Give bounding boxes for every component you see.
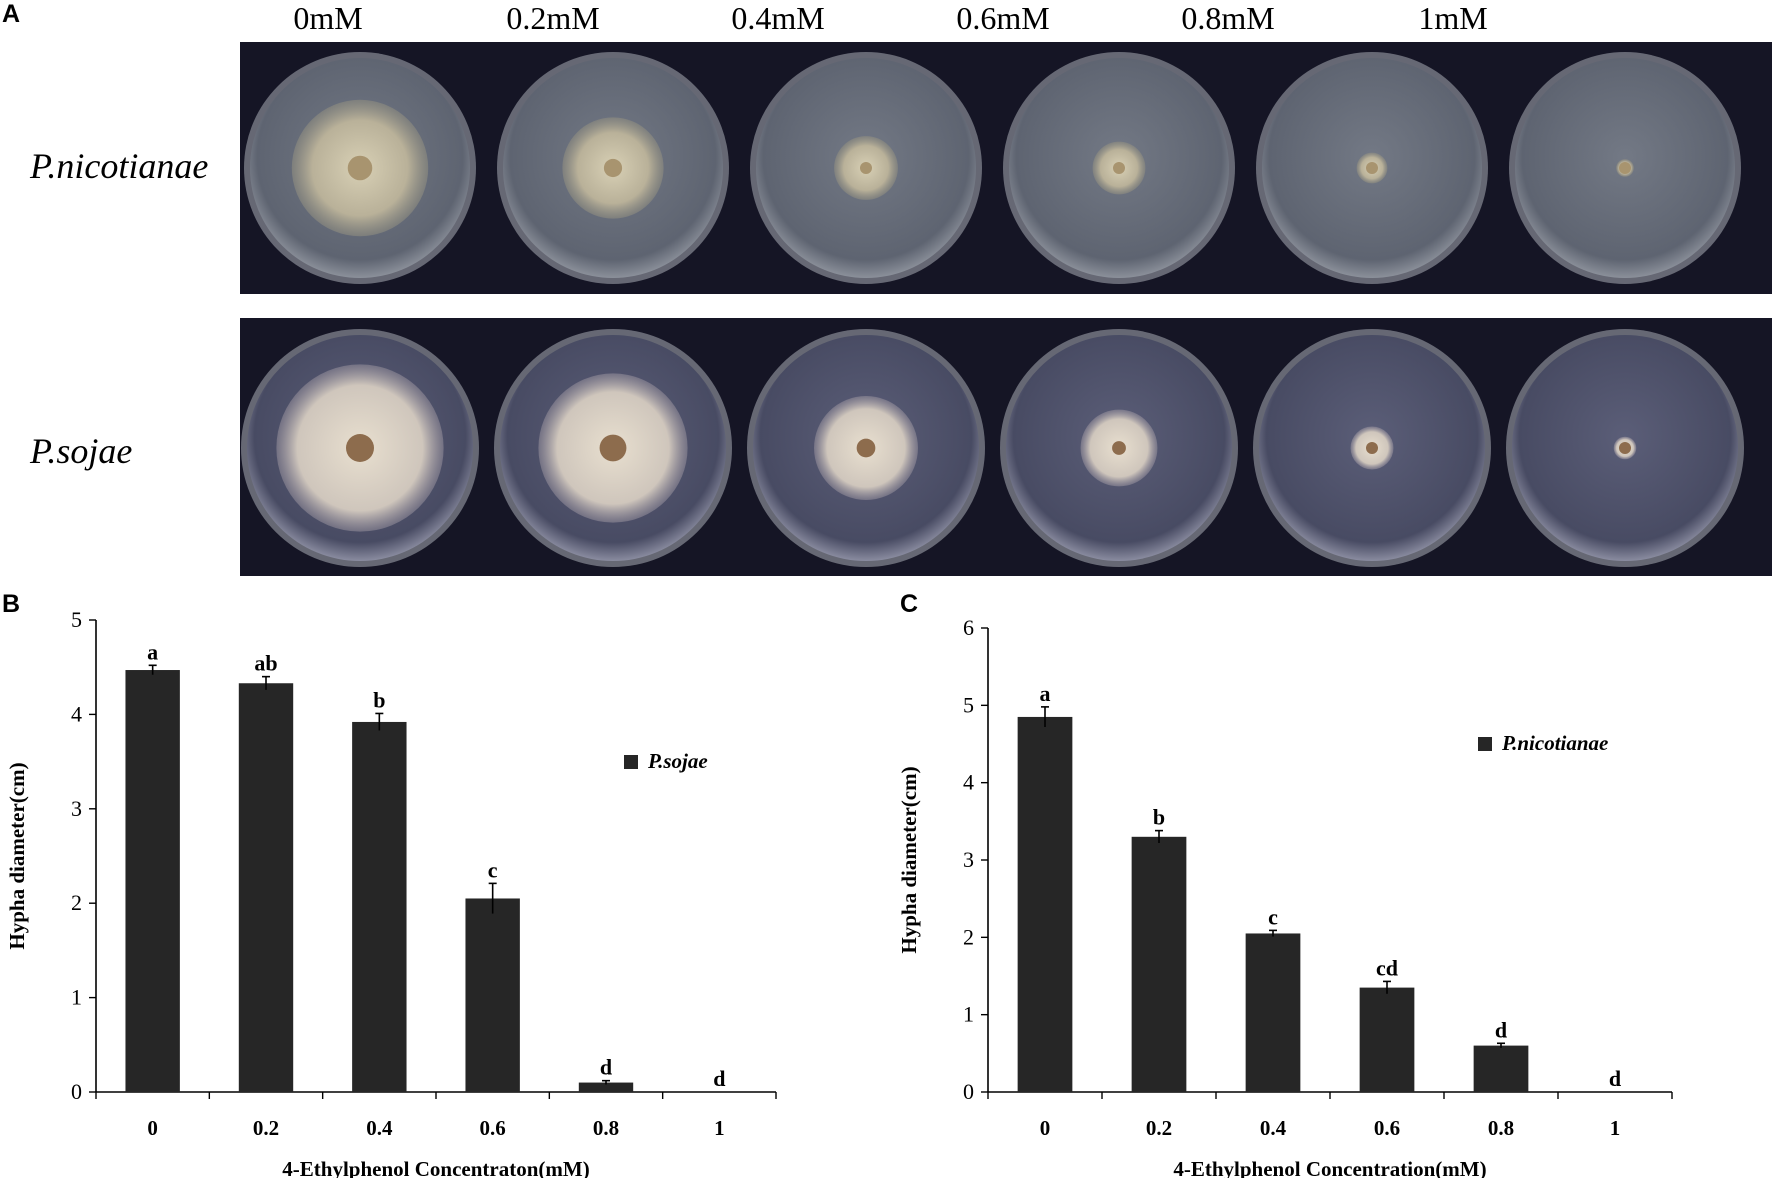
concentration-label: 0mM <box>293 0 363 36</box>
colony-center <box>860 162 872 174</box>
bar <box>465 898 520 1092</box>
bar <box>1131 836 1187 1092</box>
y-tick-label: 2 <box>71 890 82 915</box>
y-tick-label: 0 <box>963 1079 974 1104</box>
significance-label: c <box>488 857 498 882</box>
significance-label: a <box>147 639 158 664</box>
petri-dish-grid <box>241 52 1744 567</box>
significance-label: d <box>1495 1017 1507 1042</box>
x-tick-label: 0.4 <box>1260 1116 1287 1140</box>
significance-label: cd <box>1376 955 1398 980</box>
x-tick-label: 0 <box>147 1116 158 1140</box>
concentration-label: 0.4mM <box>731 0 825 36</box>
colony-center <box>603 158 623 178</box>
legend-swatch <box>624 755 638 769</box>
colony-center <box>1366 442 1378 454</box>
bar <box>1245 933 1301 1092</box>
colony-center <box>1366 162 1378 174</box>
x-axis-label: 4-Ethylphenol Concentration(mM) <box>1173 1157 1486 1178</box>
x-tick-label: 0.4 <box>366 1116 393 1140</box>
y-tick-label: 1 <box>963 1002 974 1027</box>
colony-center <box>1113 162 1125 174</box>
concentration-label: 0.6mM <box>956 0 1050 36</box>
y-tick-label: 0 <box>71 1079 82 1104</box>
x-tick-label: 0.8 <box>1488 1116 1514 1140</box>
x-tick-label: 0.2 <box>1146 1116 1172 1140</box>
bar <box>238 683 294 1092</box>
bar <box>352 721 407 1092</box>
y-tick-label: 3 <box>71 796 82 821</box>
significance-label: d <box>1609 1066 1621 1091</box>
panel-letter-b: B <box>2 590 21 618</box>
y-tick-label: 3 <box>963 847 974 872</box>
significance-label: c <box>1268 904 1278 929</box>
colony-center <box>346 434 374 462</box>
bar <box>1473 1045 1529 1092</box>
y-tick-label: 5 <box>963 692 974 717</box>
y-tick-label: 2 <box>963 924 974 949</box>
x-tick-label: 0.2 <box>253 1116 279 1140</box>
y-tick-label: 1 <box>71 985 82 1010</box>
concentration-label: 0.8mM <box>1181 0 1275 36</box>
bar <box>1017 716 1073 1092</box>
colony-center <box>1112 441 1126 455</box>
y-tick-label: 4 <box>71 701 82 726</box>
concentration-label: 1mM <box>1418 0 1488 36</box>
species-label-nicotianae: P.nicotianae <box>30 146 209 186</box>
legend-swatch <box>1478 737 1492 751</box>
bar-chart-c: 0 1 2 3 4 5 6 a 0 b 0.2 c 0.4 cd 0.6 d 0.8 d 1 Hypha diamet… <box>897 615 1673 1178</box>
colony-center <box>1619 162 1631 174</box>
y-axis-label: Hypha diameter(cm) <box>897 766 921 953</box>
y-tick-label: 6 <box>963 615 974 640</box>
x-tick-label: 0 <box>1040 1116 1051 1140</box>
significance-label: b <box>1153 805 1165 830</box>
colony-center <box>347 155 373 181</box>
legend-label: P.sojae <box>647 749 708 773</box>
significance-label: d <box>600 1055 612 1080</box>
bar-chart-b: 0 1 2 3 4 5 a 0 ab 0.2 b 0.4 c 0.6 d 0.8 d 1 Hypha diamete… <box>5 607 777 1178</box>
x-axis-label: 4-Ethylphenol Concentraton(mM) <box>282 1157 589 1178</box>
bar <box>125 670 180 1092</box>
bar <box>578 1082 634 1092</box>
x-tick-label: 0.6 <box>480 1116 506 1140</box>
significance-label: ab <box>254 651 277 676</box>
colony-center <box>1619 442 1631 454</box>
panel-letter-c: C <box>900 590 919 618</box>
bar <box>1359 987 1415 1092</box>
species-label-sojae: P.sojae <box>30 431 133 471</box>
x-tick-label: 1 <box>1610 1116 1621 1140</box>
colony-center <box>599 434 627 462</box>
significance-label: d <box>713 1066 725 1091</box>
panel-letter-a: A <box>2 0 21 28</box>
colony-center <box>856 438 876 458</box>
x-tick-label: 0.8 <box>593 1116 619 1140</box>
legend-label: P.nicotianae <box>1501 731 1608 755</box>
x-tick-label: 0.6 <box>1374 1116 1400 1140</box>
significance-label: b <box>373 687 385 712</box>
y-axis-label: Hypha diameter(cm) <box>5 762 29 949</box>
concentration-label: 0.2mM <box>506 0 600 36</box>
x-tick-label: 1 <box>714 1116 725 1140</box>
significance-label: a <box>1040 681 1051 706</box>
y-tick-label: 4 <box>963 770 974 795</box>
y-tick-label: 5 <box>71 607 82 632</box>
